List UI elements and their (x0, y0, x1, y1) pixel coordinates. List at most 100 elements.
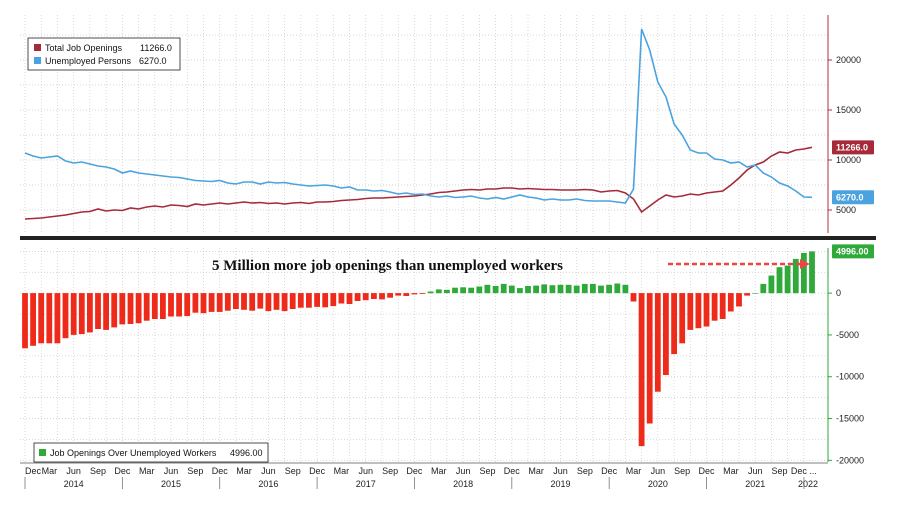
x-month-label: Jun (164, 466, 179, 476)
difference-bar (257, 293, 264, 309)
difference-bar (216, 293, 223, 312)
x-month-label: Dec (601, 466, 618, 476)
difference-bar (784, 265, 791, 294)
x-month-label: Dec (309, 466, 326, 476)
difference-bar (654, 293, 661, 392)
difference-bar (95, 293, 101, 329)
x-month-label: Sep (479, 466, 495, 476)
difference-bar (184, 293, 191, 317)
difference-bar (54, 293, 61, 344)
difference-bar (565, 284, 572, 294)
difference-bar (411, 293, 418, 295)
difference-bar (679, 293, 686, 344)
annotation-text: 5 Million more job openings than unemplo… (212, 258, 563, 274)
difference-bar (727, 293, 734, 312)
difference-bar (533, 285, 539, 294)
top-lines (24, 28, 813, 220)
difference-bar (484, 284, 491, 294)
difference-bar (663, 293, 669, 375)
difference-bar (192, 293, 199, 313)
difference-bar (338, 293, 345, 304)
difference-bar (590, 283, 596, 294)
difference-bar (557, 284, 564, 294)
legend-value-difference: 4996.00 (230, 448, 263, 458)
difference-bar (289, 293, 296, 309)
legend-label-difference: Job Openings Over Unemployed Workers (50, 448, 217, 458)
difference-bar (638, 293, 645, 447)
difference-bar (297, 293, 304, 308)
difference-bar (160, 293, 166, 319)
difference-bar (444, 289, 450, 294)
difference-tag-text: 4996.00 (836, 246, 869, 256)
x-month-label: Jun (651, 466, 666, 476)
x-month-label: Jun (261, 466, 276, 476)
x-month-label: Mar (431, 466, 447, 476)
legend-swatch-difference (39, 449, 46, 456)
legend-swatch-job-openings (34, 44, 41, 51)
difference-bar (622, 284, 629, 294)
bottom-legend-box (33, 442, 269, 463)
difference-bar (151, 293, 158, 319)
difference-bar (460, 287, 466, 294)
x-month-label: Dec (406, 466, 423, 476)
annotation-arrow-head (800, 259, 810, 269)
x-year-label: 2021 (745, 479, 765, 489)
difference-bar (581, 283, 588, 294)
difference-bar (38, 293, 45, 344)
difference-bar (468, 287, 475, 294)
difference-bar (646, 293, 653, 424)
difference-bar (736, 293, 742, 307)
difference-bar (719, 293, 726, 319)
difference-bar (135, 293, 142, 324)
x-month-label: Dec (212, 466, 229, 476)
x-month-label: Sep (382, 466, 398, 476)
legend-value-job-openings: 11266.0 (140, 43, 172, 53)
bottom-y-tick-label: -5000 (836, 330, 859, 340)
difference-bar (792, 258, 799, 294)
difference-bar (379, 293, 385, 300)
top-legend-box (27, 37, 181, 71)
job-openings-tag-text: 11266.0 (836, 142, 868, 152)
x-month-label: Sep (772, 466, 788, 476)
unemployed-tag-box (832, 190, 874, 205)
job-openings-line (24, 146, 813, 220)
bottom-y-tick-label: -10000 (836, 372, 864, 382)
legend-value-unemployed: 6270.0 (139, 56, 167, 66)
difference-bar (435, 289, 442, 294)
difference-bar (103, 293, 109, 330)
x-month-label: Sep (187, 466, 203, 476)
top-y-tick-label: 10000 (836, 155, 861, 165)
x-month-label: Jun (553, 466, 568, 476)
difference-bar (314, 293, 320, 307)
difference-bar (508, 285, 515, 294)
x-year-label: 2022 (798, 479, 818, 489)
axes: 5000 10000 15000 20000 -20000 -15000 -10000 -50… (20, 15, 876, 465)
difference-bar (281, 293, 288, 312)
unemployed-persons-line (24, 28, 813, 204)
x-axis: Dec Mar Jun Sep Dec Mar Jun Sep Dec Mar Jun Sep Dec M… (20, 462, 828, 489)
difference-bar (752, 293, 759, 294)
difference-bar (87, 293, 93, 333)
difference-bar (233, 293, 239, 309)
x-month-label: Dec (504, 466, 521, 476)
difference-bar (630, 293, 637, 302)
difference-bar (687, 293, 694, 330)
difference-bar (208, 293, 215, 312)
difference-bar (525, 286, 531, 294)
x-year-label: 2019 (550, 479, 570, 489)
x-year-label: 2017 (356, 479, 376, 489)
difference-bar (78, 293, 85, 335)
legend-label-job-openings: Total Job Openings (45, 43, 123, 53)
difference-bar (476, 286, 483, 294)
difference-bar (760, 283, 767, 294)
difference-bar (176, 293, 182, 317)
legend-swatch-unemployed (34, 57, 41, 64)
difference-bar (241, 293, 247, 310)
difference-bar (703, 293, 710, 327)
x-month-label: Sep (90, 466, 106, 476)
difference-bar (265, 293, 272, 312)
difference-bar (452, 287, 458, 294)
x-year-label: 2020 (648, 479, 668, 489)
